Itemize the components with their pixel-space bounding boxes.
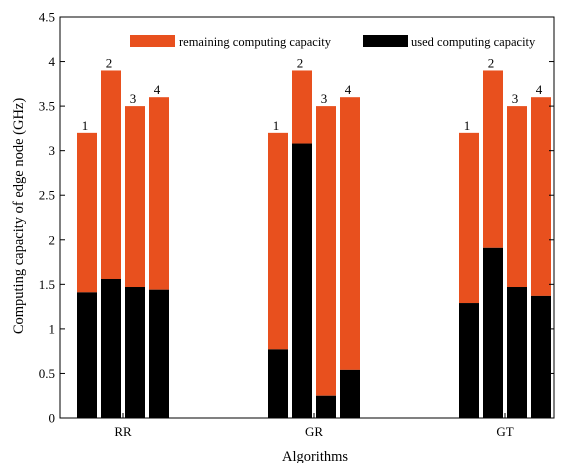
plot-frame — [59, 16, 555, 419]
bar-number-label: 4 — [154, 82, 161, 97]
bar-used-rr-4 — [149, 289, 169, 418]
bar-used-rr-2 — [101, 278, 121, 418]
bar-used-gr-4 — [340, 369, 360, 418]
bar-used-rr-1 — [77, 292, 97, 418]
bar-used-gt-2 — [483, 247, 503, 418]
bar-number-label: 1 — [82, 118, 89, 133]
bar-remaining-gr-2 — [292, 70, 312, 144]
bars-layer — [77, 70, 551, 418]
bar-number-label: 2 — [488, 55, 495, 70]
bar-remaining-gt-3 — [507, 106, 527, 288]
bar-number-label: 3 — [512, 91, 519, 106]
legend-label-remaining: remaining computing capacity — [179, 35, 332, 49]
x-tick-label: GR — [305, 424, 323, 439]
bar-number-label: 2 — [297, 55, 304, 70]
y-axis-title: Computing capacity of edge node (GHz) — [11, 98, 27, 335]
bar-used-gt-1 — [459, 303, 479, 418]
bar-remaining-rr-4 — [149, 97, 169, 290]
bar-number-label: 1 — [273, 118, 280, 133]
y-tick-label: 2 — [49, 232, 56, 247]
bar-remaining-gt-1 — [459, 132, 479, 304]
x-tick-label: RR — [114, 424, 132, 439]
y-tick-label: 4 — [49, 54, 56, 69]
bar-number-labels: 1 2 3 4 1 2 3 4 1 2 3 4 — [82, 55, 543, 132]
bar-used-gr-2 — [292, 143, 312, 418]
y-tick-label: 2.5 — [39, 188, 55, 203]
bar-used-gr-1 — [268, 349, 288, 418]
bar-number-label: 1 — [464, 118, 471, 133]
bar-number-label: 3 — [130, 91, 137, 106]
y-tick-label: 4.5 — [39, 10, 55, 25]
bar-number-label: 2 — [106, 55, 113, 70]
y-tick-label: 0 — [49, 411, 56, 426]
legend: remaining computing capacity used comput… — [130, 35, 536, 49]
axes: 0 0.5 1 1.5 2 2.5 3 3.5 4 4.5 RR GR GT — [39, 10, 554, 439]
bar-remaining-rr-3 — [125, 106, 145, 288]
legend-label-used: used computing capacity — [411, 35, 536, 49]
bar-remaining-gt-2 — [483, 70, 503, 248]
x-tick-label: GT — [496, 424, 513, 439]
bar-remaining-rr-1 — [77, 132, 97, 293]
bar-used-gt-3 — [507, 287, 527, 418]
bar-remaining-gr-3 — [316, 106, 336, 396]
legend-swatch-used — [363, 35, 408, 47]
legend-swatch-remaining — [130, 35, 175, 47]
bar-remaining-gr-4 — [340, 97, 360, 370]
bar-number-label: 4 — [536, 82, 543, 97]
bar-remaining-gt-4 — [531, 97, 551, 296]
bar-used-rr-3 — [125, 287, 145, 418]
bar-remaining-rr-2 — [101, 70, 121, 279]
y-tick-label: 1 — [49, 321, 56, 336]
bar-used-gt-4 — [531, 295, 551, 418]
y-tick-label: 1.5 — [39, 277, 55, 292]
bar-number-label: 4 — [345, 82, 352, 97]
bar-remaining-gr-1 — [268, 132, 288, 350]
bar-used-gr-3 — [316, 395, 336, 418]
y-tick-label: 3.5 — [39, 99, 55, 114]
y-tick-label: 0.5 — [39, 366, 55, 381]
y-tick-label: 3 — [49, 143, 56, 158]
bar-number-label: 3 — [321, 91, 328, 106]
x-axis-title: Algorithms — [282, 449, 348, 463]
